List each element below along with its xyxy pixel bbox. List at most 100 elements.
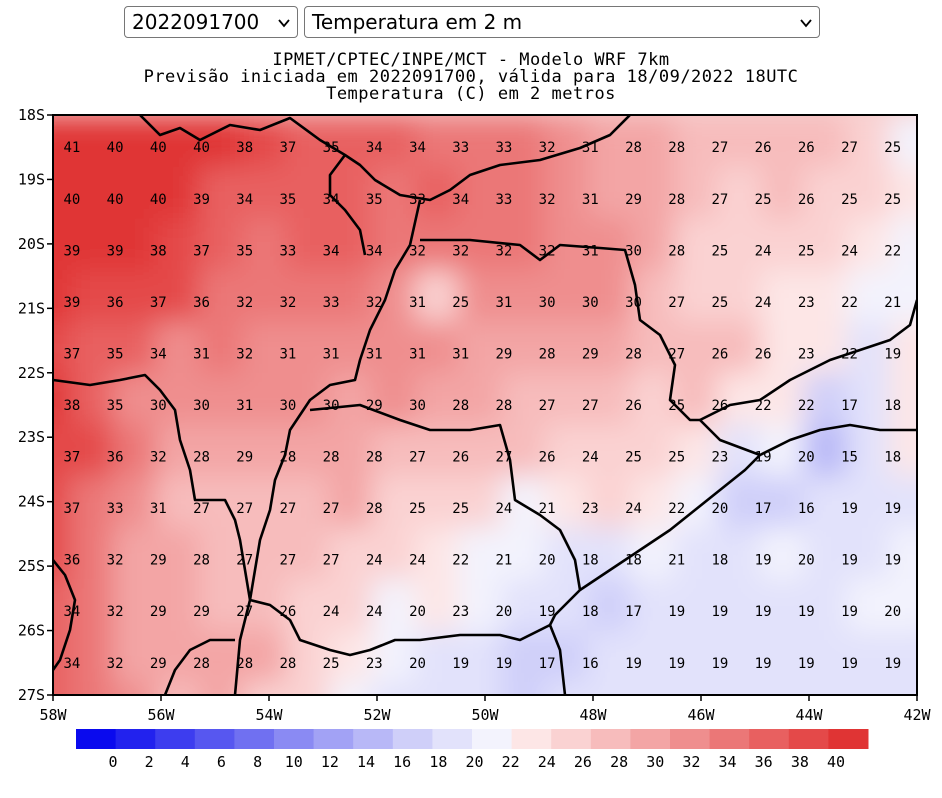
temperature-value: 29 (150, 604, 167, 620)
temperature-value: 27 (539, 398, 556, 414)
temperature-value: 18 (452, 707, 469, 723)
colorbar-tick-label: 20 (465, 753, 483, 771)
temperature-value: 33 (279, 243, 296, 259)
colorbar-tick-label: 8 (253, 753, 262, 771)
temperature-value: 23 (798, 346, 815, 362)
temperature-value: 27 (323, 553, 340, 569)
temperature-value: 19 (755, 707, 772, 723)
x-tick-label: 54W (255, 706, 283, 724)
y-tick-label: 18S (18, 106, 45, 124)
colorbar-swatch (155, 729, 196, 749)
x-tick-label: 56W (147, 706, 175, 724)
colorbar: 0 2 4 6 8 10 12 14 16 18 20 22 24 26 28 30 32 34 36 38 40 (76, 729, 869, 771)
temperature-value: 25 (755, 192, 772, 208)
field-cell (933, 424, 942, 488)
temperature-value: 18 (582, 604, 599, 620)
temperature-value: 19 (711, 656, 728, 672)
temperature-value: 30 (323, 398, 340, 414)
temperature-value: 26 (452, 450, 469, 466)
temperature-value: 22 (841, 295, 858, 311)
temperature-value: 40 (193, 140, 210, 156)
temperature-value: 25 (668, 450, 685, 466)
temperature-value: 21 (927, 243, 942, 259)
colorbar-swatch (828, 729, 869, 749)
state-borders (53, 115, 917, 695)
temperature-value: 36 (107, 450, 124, 466)
colorbar-tick-label: 36 (755, 753, 773, 771)
temperature-value: 15 (841, 450, 858, 466)
field-cell (846, 682, 901, 695)
temperature-value: 28 (236, 707, 253, 723)
temperature-value: 24 (323, 604, 340, 620)
colorbar-tick-label: 30 (646, 753, 664, 771)
temperature-value: 19 (884, 501, 901, 517)
temperature-value: 27 (841, 140, 858, 156)
temperature-value: 19 (798, 656, 815, 672)
colorbar-swatch (234, 729, 275, 749)
temperature-value: 27 (236, 501, 253, 517)
colorbar-swatch (472, 729, 513, 749)
temperature-value: 40 (150, 140, 167, 156)
temperature-value: 23 (452, 604, 469, 620)
temperature-value: 24 (625, 501, 642, 517)
temperature-value: 27 (236, 604, 253, 620)
temperature-value: 28 (366, 450, 383, 466)
field-cell (587, 682, 642, 695)
coastline (579, 423, 917, 592)
field-cell (458, 682, 512, 695)
temperature-value: 27 (582, 398, 599, 414)
temperature-value: 17 (539, 707, 556, 723)
temperature-value: 18 (625, 553, 642, 569)
temperature-value: 17 (625, 604, 642, 620)
temperature-value: 20 (495, 604, 512, 620)
temperature-value: 23 (927, 398, 942, 414)
temperature-value: 31 (193, 346, 210, 362)
controls-bar: 2022091700 Temperatura em 2 m (0, 6, 942, 40)
temperature-value: 28 (625, 140, 642, 156)
colorbar-swatch (511, 729, 552, 749)
colorbar-swatch (788, 729, 829, 749)
temperature-value: 28 (668, 140, 685, 156)
temperature-value: 20 (539, 553, 556, 569)
temperature-value: 21 (539, 501, 556, 517)
chevron-down-icon (800, 19, 812, 28)
colorbar-tick-label: 16 (393, 753, 411, 771)
temperature-value: 32 (366, 295, 383, 311)
temperature-value: 28 (193, 656, 210, 672)
colorbar-tick-label: 32 (682, 753, 700, 771)
y-tick-label: 22S (18, 364, 45, 382)
temperature-value: 30 (150, 398, 167, 414)
temperature-value: 17 (841, 398, 858, 414)
x-tick-label: 52W (363, 706, 391, 724)
temperature-value: 24 (366, 604, 383, 620)
temperature-value: 19 (755, 604, 772, 620)
border-line (139, 115, 631, 202)
temperature-value: 31 (236, 398, 253, 414)
colorbar-swatch (392, 729, 433, 749)
temperature-value: 19 (755, 450, 772, 466)
temperature-value: 27 (323, 501, 340, 517)
temperature-value: 37 (63, 346, 80, 362)
run-date-select[interactable]: 2022091700 (124, 6, 298, 38)
temperature-value: 30 (539, 295, 556, 311)
temperature-value: 16 (582, 656, 599, 672)
x-tick-label: 42W (903, 706, 931, 724)
temperature-value: 32 (409, 243, 426, 259)
temperature-value: 26 (279, 604, 296, 620)
field-cell (933, 631, 942, 695)
temperature-value: 20 (798, 553, 815, 569)
temperature-value: 18 (711, 553, 728, 569)
temperature-value: 19 (668, 604, 685, 620)
colorbar-swatch (115, 729, 156, 749)
temperature-value: 26 (755, 346, 772, 362)
temperature-value: 33 (323, 295, 340, 311)
border-line (53, 559, 77, 671)
variable-select[interactable]: Temperatura em 2 m (304, 6, 820, 38)
colorbar-swatch (590, 729, 631, 749)
temperature-value: 34 (452, 192, 469, 208)
temperature-value: 32 (236, 346, 253, 362)
temperature-value: 35 (366, 192, 383, 208)
temperature-value: 27 (279, 501, 296, 517)
temperature-value: 19 (884, 346, 901, 362)
variable-value: Temperatura em 2 m (312, 10, 523, 34)
